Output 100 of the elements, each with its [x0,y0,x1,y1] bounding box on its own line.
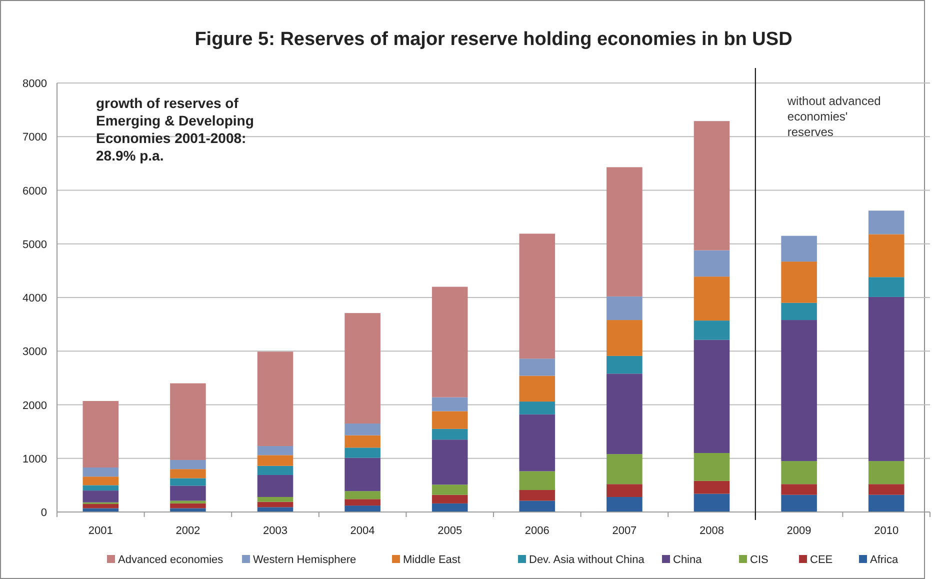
bar [606,484,642,497]
bar [170,383,206,460]
bar [694,121,730,250]
bar [82,400,119,468]
bar [344,424,380,436]
bar [257,507,294,512]
bar [868,461,904,484]
bar [344,506,380,512]
bar [344,491,380,500]
legend-label: Advanced economies [118,554,224,566]
y-tick-label: 2000 [22,400,47,412]
bar [868,296,904,462]
bar [344,435,380,448]
annotation: growth of reserves of Emerging & Developing Economies 2001-2008: 28.9% p.a. [96,95,254,164]
ref-line-label: without advanced economies' reserves [786,94,881,139]
bar [344,458,380,492]
bar [170,460,206,470]
bar [257,475,294,497]
bar [519,490,556,501]
y-tick-label: 3000 [22,346,47,358]
bar [519,376,556,402]
bar [82,504,119,508]
bar [257,446,294,456]
legend-label: Dev. Asia without China [529,554,646,566]
bar [519,471,556,490]
bar [781,236,817,262]
x-tick-label: 2003 [263,525,288,537]
bar [344,499,380,506]
bar [868,234,904,278]
bar [82,476,119,486]
bar [432,397,468,412]
bar [781,461,817,484]
y-tick-label: 4000 [22,292,47,304]
bar [694,494,730,512]
bar [606,374,642,454]
bar [606,167,642,296]
bar [432,440,468,485]
y-tick-label: 0 [40,507,47,519]
bar [781,320,817,462]
bar [432,484,468,495]
x-tick-label: 2008 [700,525,724,537]
x-tick-label: 2001 [88,525,113,537]
bar [170,478,206,486]
bar [257,455,294,466]
bar [606,320,642,356]
y-tick-label: 7000 [22,132,47,144]
bar [694,453,730,481]
bar [432,286,468,398]
x-tick-label: 2010 [874,525,899,537]
bar [170,503,206,508]
bar [257,496,294,502]
legend-label: Western Hemisphere [253,554,356,566]
bar [519,500,556,512]
bar [344,448,380,458]
legend-label: CIS [750,554,768,566]
bar [781,484,817,495]
legend-label: CEE [810,554,833,566]
bar [606,296,642,320]
x-tick-label: 2006 [524,525,550,537]
chart-title: Figure 5: Reserves of major reserve holding economies in bn USD [194,29,792,50]
bar [82,490,119,502]
legend-label: Africa [870,554,899,566]
bar [519,234,556,359]
x-tick-label: 2002 [176,525,200,537]
bar [694,276,730,321]
bar [170,486,206,501]
bar [257,466,294,475]
bar [694,250,730,277]
bar [694,480,730,494]
bar [82,485,119,491]
x-tick-label: 2005 [438,525,462,537]
bar [257,502,294,508]
bar [344,313,380,424]
bar [694,320,730,340]
bar [170,500,206,504]
bar [519,358,556,376]
bar [781,302,817,320]
bar [82,467,119,477]
bar [868,484,904,495]
bar [606,496,642,512]
bar [868,494,904,512]
bar [432,494,468,504]
bar [519,414,556,472]
bar [432,503,468,512]
bar [432,411,468,429]
bar [868,210,904,234]
legend-label: Middle East [403,554,460,566]
x-tick-label: 2009 [786,525,812,537]
bar [694,340,730,454]
bar [606,356,642,374]
legend-label: China [673,554,703,566]
bar [519,402,556,414]
bar [432,428,468,440]
x-tick-label: 2007 [612,525,637,537]
bar [781,262,817,303]
bar [257,352,294,446]
y-tick-label: 1000 [22,453,47,466]
bar [82,508,119,512]
bar [781,494,817,512]
bar [170,508,206,512]
